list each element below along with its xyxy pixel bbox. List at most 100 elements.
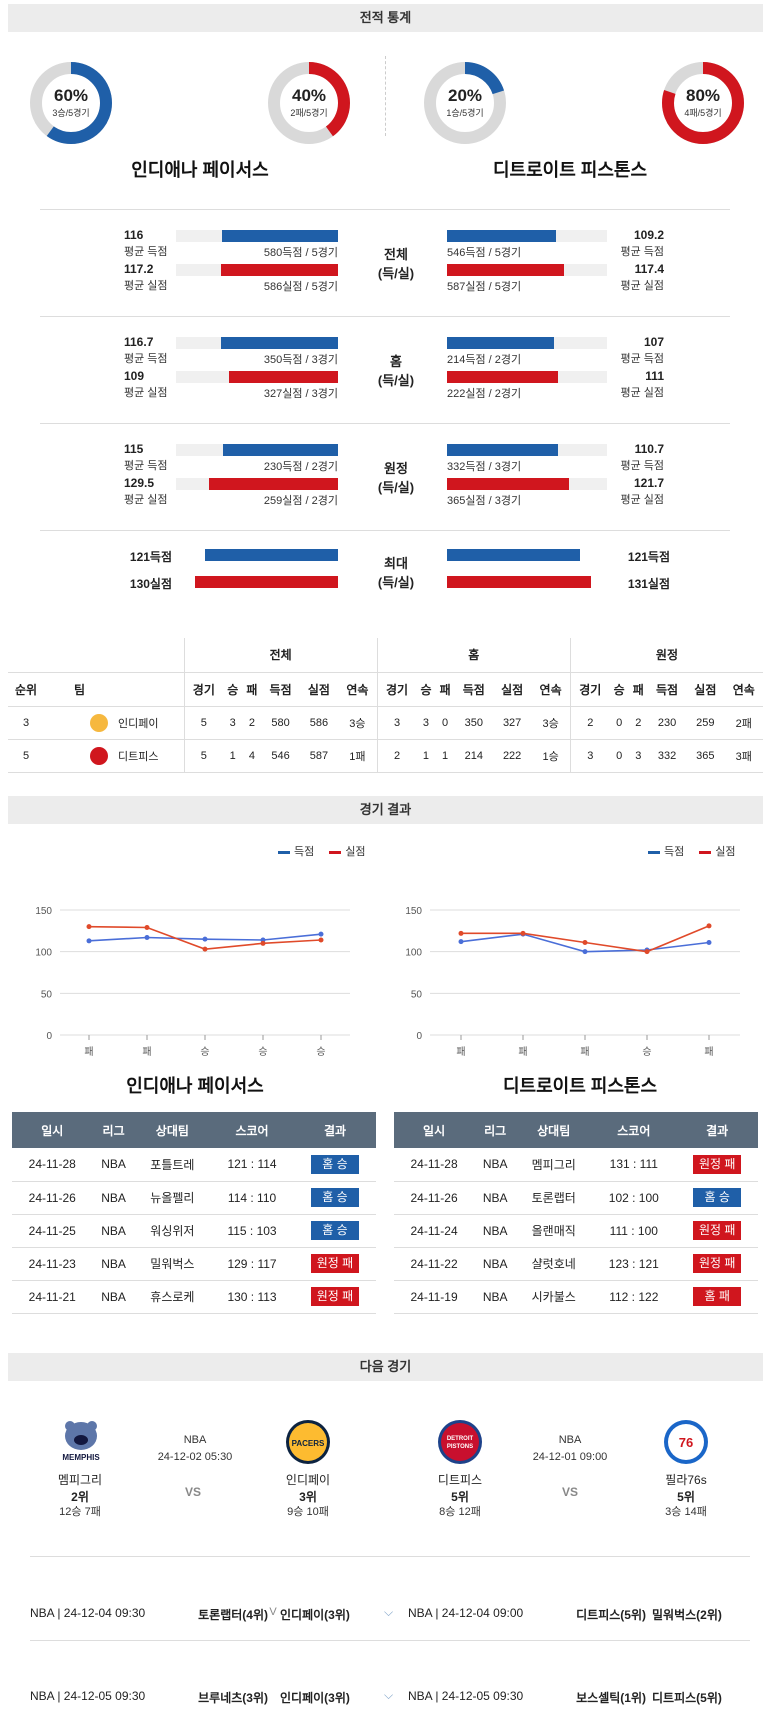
results-header: 스코어 [210,1112,294,1148]
data-point[interactable] [644,949,650,955]
legend-allowed: 실점 [345,846,366,858]
data-point[interactable] [144,925,150,930]
data-point[interactable] [458,930,464,936]
donut-chart: 20% 1승/5경기 [422,60,508,146]
team-name: 인디페이 [118,717,159,730]
data-point[interactable] [318,937,324,943]
donut-percent: 40% [291,86,327,105]
future-right-team-a[interactable]: 보스셀틱(1위) [576,1691,646,1705]
opponent-cell[interactable]: 올랜매직 [516,1214,592,1248]
results-header: 리그 [474,1112,517,1148]
data-point[interactable] [520,930,526,936]
stat-cell: 2패 [724,706,763,740]
pacers-logo-icon: PACERS [286,1420,330,1464]
col-2: 패 [435,672,455,707]
opponent-cell[interactable]: 시카불스 [516,1280,592,1314]
opponent-cell[interactable]: 뉴올펠리 [134,1181,211,1215]
data-point[interactable] [458,939,464,945]
76ers-logo-icon: 76 [664,1420,708,1464]
table-row: 24-11-26 NBA 토론랩터 102 : 100 홈 승 [394,1181,758,1215]
score-cell: 102 : 100 [591,1181,677,1215]
stat-cell: 327 [492,706,532,740]
data-point[interactable] [144,935,150,940]
opponent-cell[interactable]: 샬럿호네 [516,1247,592,1281]
future-right-team-b[interactable]: 디트피스(5위) [652,1691,722,1705]
stat-caption: 214득점 / 2경기 [447,354,522,366]
stat-cell: 230 [647,706,687,740]
data-point[interactable] [86,938,92,944]
svg-text:DETROIT: DETROIT [447,1436,474,1442]
future-left-team-b[interactable]: 인디페이(3위) [280,1608,350,1622]
opponent-cell[interactable]: 포틀트레 [134,1148,211,1182]
max-bar [195,576,338,588]
result-badge: 홈 패 [693,1287,742,1306]
result-badge: 원정 패 [693,1221,742,1240]
stat-bar [447,264,565,276]
results-header: 리그 [92,1112,135,1148]
x-tick-label: 승 [316,1046,325,1058]
data-point[interactable] [706,940,712,945]
future-left-team-b[interactable]: 인디페이(3위) [280,1691,350,1705]
data-point[interactable] [582,949,588,955]
max-value: 121득점 [129,550,172,564]
stat-caption: 230득점 / 2경기 [263,461,338,473]
data-point[interactable] [318,931,324,937]
group-label: 원정 [384,461,408,476]
next-right-away-name: 디트피스 [437,1473,483,1487]
y-tick-label: 50 [41,989,53,1000]
stat-bar [447,478,569,490]
future-right-team-b[interactable]: 밀워벅스(2위) [652,1608,722,1622]
opponent-cell[interactable]: 멤피그리 [516,1148,592,1182]
stat-bar [447,337,554,349]
result-cell: 홈 승 [294,1214,376,1248]
stat-cell: 3 [416,706,436,740]
results-table-right: 일시 리그 상대팀 스코어 결과 24-11-28 NBA 멤피그리 131 : 111 원정 패… [394,1112,758,1314]
stat-label: 평균 실점 [620,387,664,399]
result-badge: 홈 승 [311,1188,359,1207]
y-tick-label: 50 [411,989,423,1000]
table-row: 3 인디페이 5 3 2 580 586 3승 3 3 0 350 327 3승 2 0 2 230 259 2패 [8,706,763,740]
result-badge: 원정 패 [311,1287,359,1306]
stat-caption: 259실점 / 2경기 [263,495,338,507]
group-all: 전체 [183,638,378,673]
opponent-cell[interactable]: 밀워벅스 [134,1247,211,1281]
stat-cell: 2 [628,706,648,740]
stat-cell: 3 [569,739,610,773]
future-left-team-a[interactable]: 토론랩터(4위) [198,1608,268,1622]
donut-arc [662,62,744,144]
data-point[interactable] [202,936,208,942]
opponent-cell[interactable]: 워싱위저 [134,1214,211,1248]
svg-text:76: 76 [679,1435,693,1450]
stat-cell: 580 [261,706,300,740]
date-cell: 24-11-22 [394,1247,475,1281]
data-point[interactable] [582,940,588,945]
table-row: 24-11-22 NBA 샬럿호네 123 : 121 원정 패 [394,1247,758,1281]
x-tick-label: 패 [518,1046,527,1058]
data-point[interactable] [706,923,712,929]
stat-label: 평균 득점 [620,460,664,472]
table-row: 24-11-24 NBA 올랜매직 111 : 100 원정 패 [394,1214,758,1248]
donut-subtext: 2패/5경기 [290,108,328,118]
date-cell: 24-11-24 [394,1214,475,1248]
col-rank: 순위 [8,672,44,707]
stat-caption: 332득점 / 3경기 [447,461,522,473]
stat-value: 110.7 [634,442,664,456]
opponent-cell[interactable]: 토론랩터 [516,1181,592,1215]
y-tick-label: 100 [405,948,422,959]
divider [40,530,730,531]
table-row: 24-11-26 NBA 뉴올펠리 114 : 110 홈 승 [12,1181,376,1215]
data-point[interactable] [260,940,266,946]
opponent-cell[interactable]: 휴스로케 [134,1280,211,1314]
result-badge: 원정 패 [693,1254,742,1273]
data-point[interactable] [86,924,92,930]
data-point[interactable] [202,946,208,952]
col-team: 팀 [44,672,184,707]
team-logo-icon [90,713,108,732]
future-left-team-a[interactable]: 브루네츠(3위) [198,1691,268,1705]
group-sublabel: (득/실) [377,266,415,281]
team-cell: 인디페이 [44,706,184,740]
group-sublabel: (득/실) [377,480,415,495]
col-0: 경기 [569,672,610,707]
future-right-team-a[interactable]: 디트피스(5위) [576,1608,646,1622]
stat-label: 평균 득점 [124,353,168,365]
